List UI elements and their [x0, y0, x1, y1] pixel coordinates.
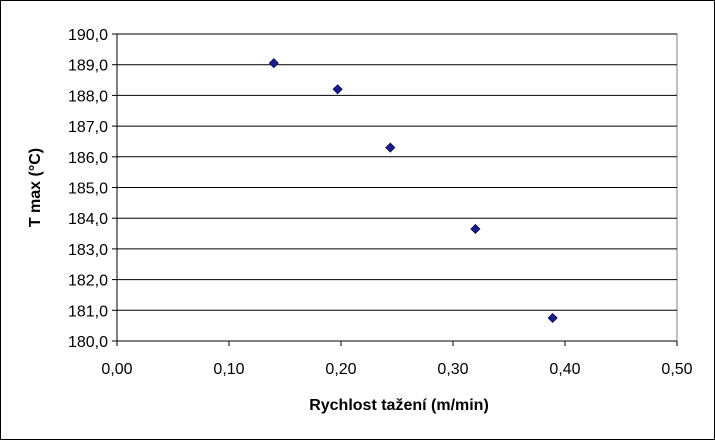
- x-tick-label: 0,50: [661, 361, 692, 378]
- y-tick-label: 186,0: [68, 150, 108, 167]
- x-tick-label: 0,00: [101, 361, 132, 378]
- y-axis: 180,0 181,0 182,0 183,0 184,0 185,0 186,0 187,0…: [68, 27, 118, 351]
- x-tick-label: 0,10: [213, 361, 244, 378]
- y-tick-label: 185,0: [68, 181, 108, 198]
- y-axis-title: T max (°C): [27, 148, 44, 227]
- y-tick-label: 188,0: [68, 88, 108, 105]
- data-points: [268, 58, 558, 324]
- y-tick-label: 184,0: [68, 211, 108, 228]
- data-point: [268, 58, 279, 69]
- data-point: [385, 142, 396, 153]
- data-point: [547, 312, 558, 324]
- y-tick-label: 187,0: [68, 119, 108, 136]
- x-axis-title: Rychlost tažení (m/min): [309, 397, 489, 414]
- y-tick-label: 189,0: [68, 58, 108, 75]
- y-tick-label: 181,0: [68, 303, 108, 320]
- data-point: [470, 223, 481, 235]
- x-tick-label: 0,30: [437, 361, 468, 378]
- data-point: [332, 84, 343, 95]
- x-tick-label: 0,20: [325, 361, 356, 378]
- y-tick-label: 190,0: [68, 27, 108, 44]
- y-tick-label: 182,0: [68, 273, 108, 290]
- grid-lines: [117, 33, 677, 342]
- x-axis: 0,00 0,10 0,20 0,30 0,40 0,50: [101, 340, 693, 378]
- y-tick-label: 180,0: [68, 334, 108, 351]
- x-tick-label: 0,40: [549, 361, 580, 378]
- y-tick-label: 183,0: [68, 242, 108, 259]
